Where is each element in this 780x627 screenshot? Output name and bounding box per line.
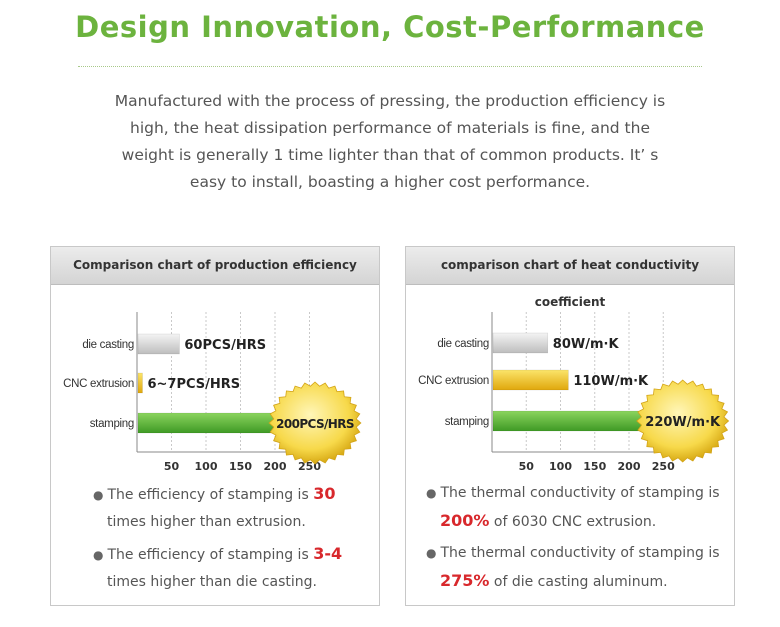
note-text: The thermal conductivity of stamping is [440,485,720,501]
category-label: CNC extrusion [418,375,489,387]
note-text-line2: of die casting aluminum. [489,574,668,590]
x-tick-label: 200 [618,460,641,473]
bar-value-label: 60PCS/HRS [184,338,266,353]
category-label: die casting [82,339,134,351]
intro-paragraph: Manufactured with the process of pressin… [80,88,700,196]
category-label: die casting [437,338,489,350]
bar [137,333,180,355]
intro-line: high, the heat dissipation performance o… [130,119,650,137]
bullet-dot-icon: ● [93,548,104,562]
bar-value-label: 220W/m·K [645,415,721,430]
note-text: The efficiency of stamping is [107,487,314,503]
bar [137,372,143,394]
bullet-dot-icon: ● [93,488,104,502]
category-label: stamping [90,418,134,430]
highlight-badge [636,379,730,463]
intro-line: weight is generally 1 time lighter than … [121,146,659,164]
x-tick-label: 150 [229,460,252,473]
conductivity-note: ● The thermal conductivity of stamping is… [426,480,720,536]
note-text-line2: of 6030 CNC extrusion. [489,514,657,530]
conductivity-chart-title: comparison chart of heat conductivity co… [406,247,734,309]
x-tick-label: 200 [264,460,287,473]
x-tick-label: 50 [164,460,180,473]
note-text: The efficiency of stamping is [107,547,314,563]
bar [492,332,549,354]
efficiency-notes: ● The efficiency of stamping is 30 times … [93,480,342,600]
bar-value-label: 80W/m·K [553,337,620,352]
note-highlight: 200% [440,511,490,530]
note-highlight: 275% [440,571,490,590]
bar-value-label: 110W/m·K [573,374,649,389]
conductivity-chart-panel: comparison chart of heat conductivity co… [405,246,735,606]
conductivity-bar-chart: 50 100 150 200 250 die casting 80W/m·K CNC extr… [418,312,730,473]
note-highlight: 3-4 [313,544,343,563]
efficiency-chart-title: Comparison chart of production efficienc… [51,247,379,285]
bar [137,412,277,434]
bullet-dot-icon: ● [426,546,437,560]
category-label: CNC extrusion [63,378,134,390]
bar [492,369,569,391]
bar-value-label: 200PCS/HRS [276,417,354,431]
note-text: The thermal conductivity of stamping is [440,545,720,561]
category-label: stamping [445,416,489,428]
bullet-dot-icon: ● [426,486,437,500]
x-tick-label: 250 [652,460,675,473]
highlight-badge [268,381,362,465]
efficiency-note: ● The efficiency of stamping is 3-4 times… [93,540,342,596]
x-tick-label: 50 [519,460,535,473]
x-tick-label: 100 [195,460,218,473]
intro-line: Manufactured with the process of pressin… [114,92,666,110]
bar-value-label: 6~7PCS/HRS [147,377,240,392]
note-text-line2: times higher than extrusion. [107,514,306,530]
intro-line: easy to install, boasting a higher cost … [189,173,591,191]
bar [492,410,644,432]
conductivity-notes: ● The thermal conductivity of stamping is… [426,480,720,600]
note-highlight: 30 [313,484,336,503]
x-tick-label: 150 [583,460,606,473]
x-tick-label: 100 [549,460,572,473]
title-divider [78,66,702,67]
note-text-line2: times higher than die casting. [107,574,317,590]
conductivity-note: ● The thermal conductivity of stamping is… [426,540,720,596]
efficiency-note: ● The efficiency of stamping is 30 times … [93,480,342,536]
page-title: Design Innovation, Cost-Performance [75,10,705,44]
efficiency-chart-panel: Comparison chart of production efficienc… [50,246,380,606]
